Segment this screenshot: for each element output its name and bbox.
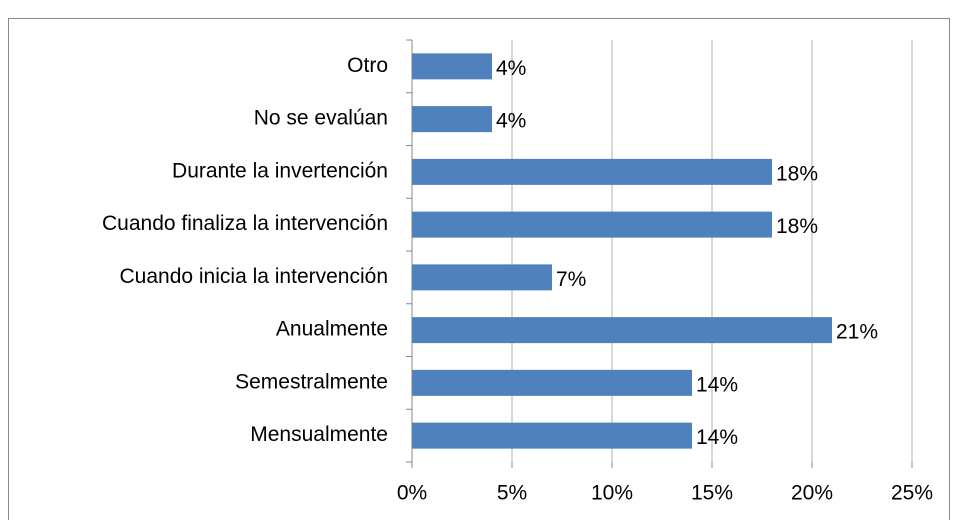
y-tick-label: Cuando finaliza la intervención (102, 212, 388, 235)
bar (412, 317, 832, 344)
y-tick-label: Otro (347, 54, 388, 77)
value-label: 4% (496, 110, 526, 133)
bar (412, 369, 692, 396)
value-label: 18% (776, 215, 818, 238)
x-tick-label: 10% (591, 482, 633, 505)
y-tick-label: Mensualmente (250, 423, 388, 446)
x-tick-label: 25% (891, 482, 933, 505)
bar (412, 158, 772, 185)
bar (412, 106, 492, 133)
x-tick-label: 15% (691, 482, 733, 505)
value-label: 7% (556, 268, 586, 291)
value-label: 14% (696, 373, 738, 396)
value-label: 14% (696, 426, 738, 449)
y-tick-label: Cuando inicia la intervención (120, 265, 389, 288)
value-label: 18% (776, 162, 818, 185)
value-label: 4% (496, 57, 526, 80)
x-tick-label: 20% (791, 482, 833, 505)
x-tick-label: 5% (497, 482, 527, 505)
value-label: 21% (836, 321, 878, 344)
y-tick-label: Semestralmente (235, 370, 388, 393)
bar (412, 422, 692, 449)
bar (412, 53, 492, 80)
bar (412, 211, 772, 238)
y-tick-label: No se evalúan (254, 107, 388, 130)
x-tick-label: 0% (397, 482, 427, 505)
y-tick-label: Durante la invertención (172, 159, 388, 182)
y-tick-label: Anualmente (276, 318, 388, 341)
bar (412, 264, 552, 291)
